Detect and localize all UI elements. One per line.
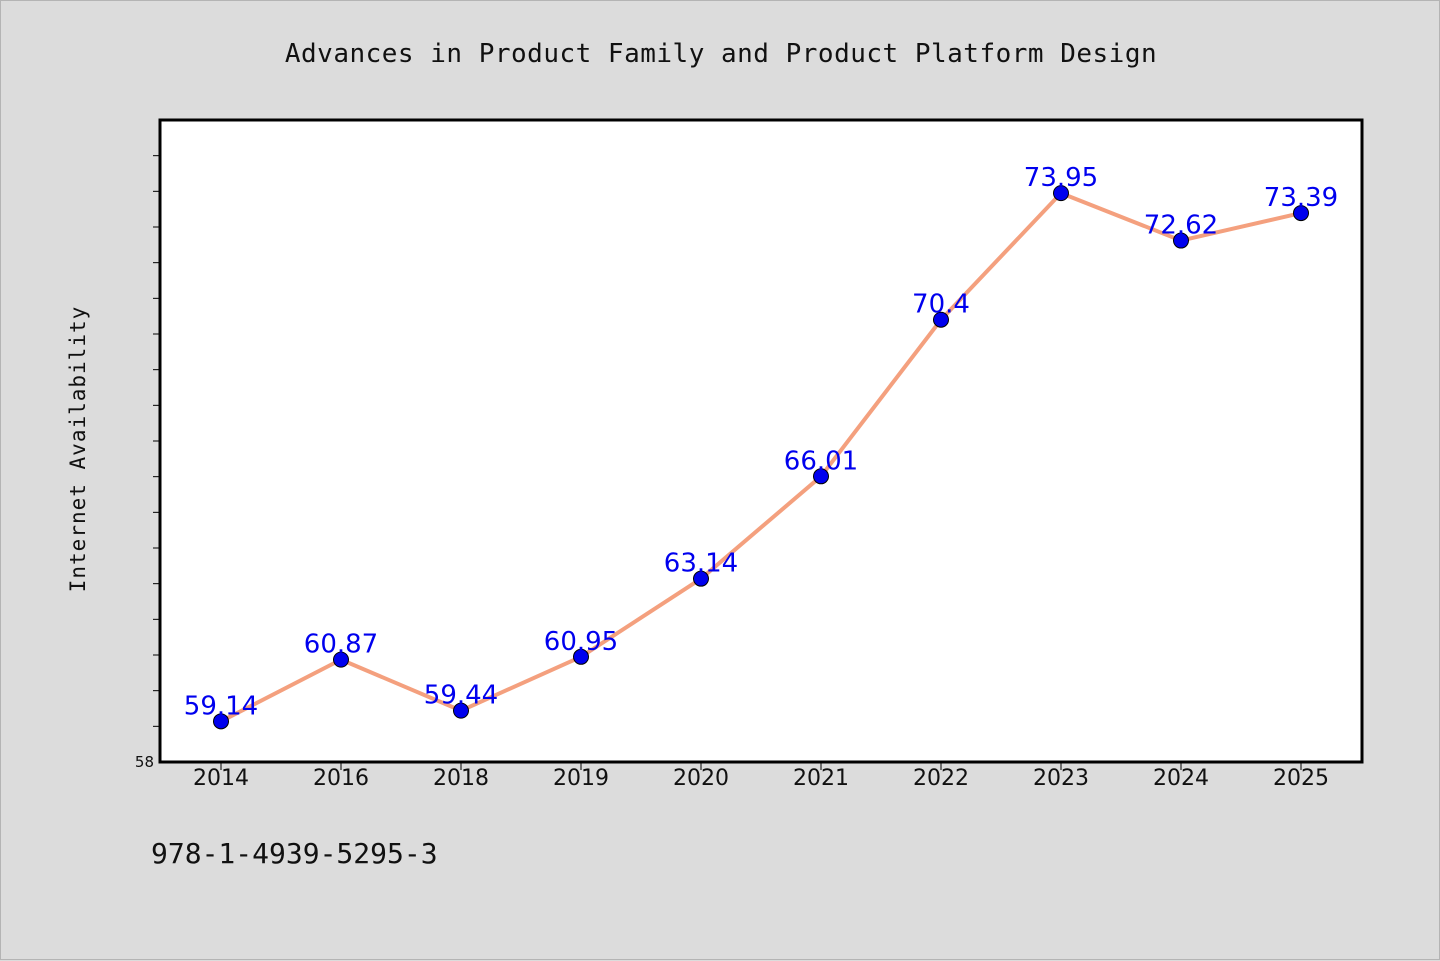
data-point [333,651,349,668]
data-label: 60.87 [304,630,378,660]
data-label: 73.39 [1264,183,1338,213]
data-point [1053,185,1069,202]
data-label: 60.95 [544,627,618,657]
series-line [219,191,1303,724]
x-tick-label: 2025 [1273,766,1329,791]
chart-title: Advances in Product Family and Product P… [285,39,1157,69]
data-point [693,570,709,587]
data-label: 63.14 [664,549,738,579]
data-point [933,311,949,328]
data-point [1173,232,1189,249]
x-tick-label: 2014 [193,766,249,791]
x-tick-label: 2020 [673,766,729,791]
isbn-text: 978-1-4939-5295-3 [151,837,438,870]
x-tick-label: 2022 [913,766,969,791]
x-tick-label: 2019 [553,766,609,791]
y-tick-label: 58 [135,753,154,771]
data-point [813,468,829,485]
x-tick-label: 2024 [1153,766,1209,791]
data-point [213,713,229,730]
data-label: 70.4 [912,290,970,320]
data-point [1293,205,1309,222]
plot-area [158,118,1364,764]
x-axis-ticks: 2014 2016 2018 2019 2020 2021 2022 2023 2024 2025 [193,762,1329,791]
data-label: 59.44 [424,681,498,711]
data-label: 66.01 [784,446,858,476]
x-tick-label: 2023 [1033,766,1089,791]
data-point [573,648,589,665]
y-axis-label: Internet Availability [66,306,90,593]
x-tick-label: 2018 [433,766,489,791]
data-label: 59.14 [184,691,258,721]
series-layer: 59.14 60.87 59.44 60.95 63.14 66.01 70.4 73.95 7… [184,163,1338,730]
x-tick-label: 2021 [793,766,849,791]
data-point [453,702,469,719]
data-label: 73.95 [1024,163,1098,193]
x-tick-label: 2016 [313,766,369,791]
y-axis-ticks: 58 [135,155,160,771]
data-label: 72.62 [1144,211,1218,241]
